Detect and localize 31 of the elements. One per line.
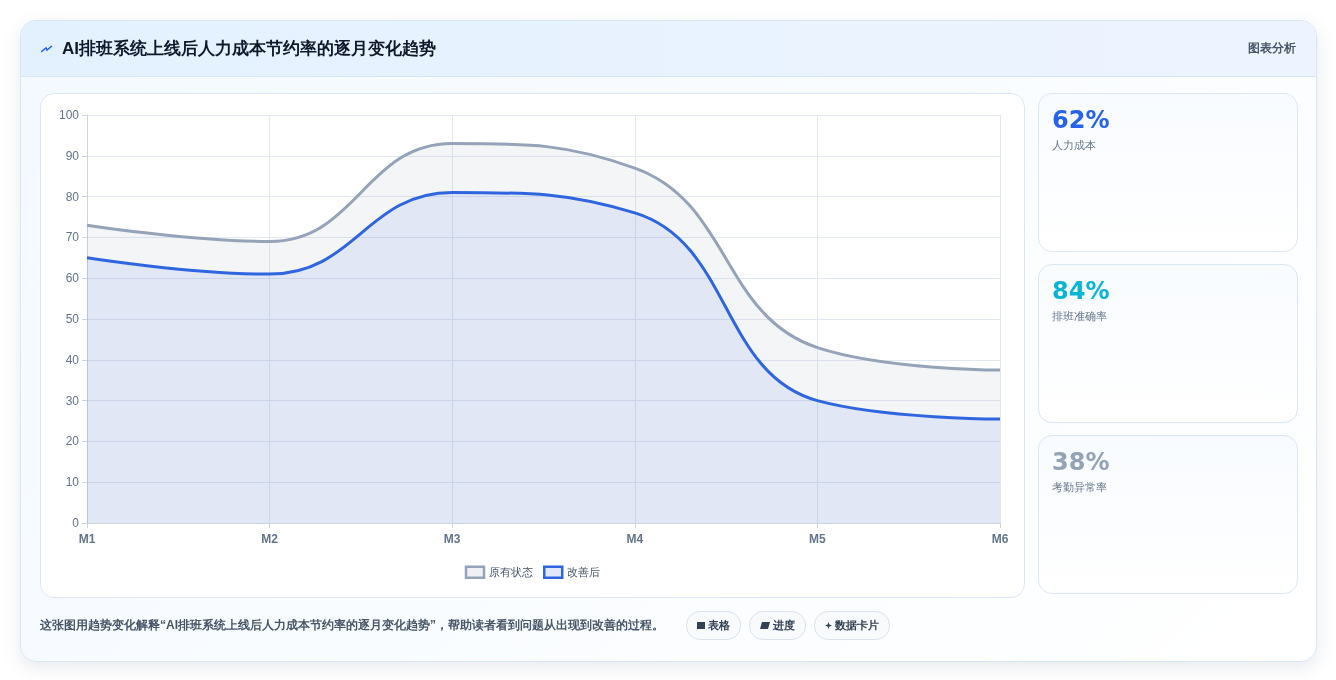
text: 数据卡片 — [814, 611, 890, 640]
text: 38% — [1052, 448, 1111, 476]
x-tick-label: M1 — [78, 532, 96, 546]
x-tick-label: M6 — [991, 532, 1009, 546]
y-tick-label: 40 — [65, 352, 80, 367]
text: 进度 — [749, 611, 806, 640]
chart-title: AI排班系统上线后人力成本节约率的逐月变化趋势 — [62, 38, 436, 60]
text: 图表分析 — [1248, 40, 1296, 57]
x-tick-label: M2 — [261, 532, 279, 546]
text: 84% — [1052, 277, 1111, 305]
text: 62% — [1052, 106, 1111, 134]
y-tick-label: 80 — [65, 189, 80, 204]
y-tick-label: 60 — [65, 271, 80, 286]
y-tick-label: 10 — [65, 475, 80, 490]
y-tick-label: 20 — [65, 434, 80, 449]
x-tick-label: M5 — [809, 532, 827, 546]
y-tick-label: 70 — [65, 230, 80, 245]
y-tick-label: 30 — [65, 393, 80, 408]
text: 人力成本 — [1052, 138, 1097, 153]
text: 这张图用趋势变化解释“AI排班系统上线后人力成本节约率的逐月变化趋势”，帮助读者看到问题从出现到改善的过程。 — [40, 617, 664, 634]
y-tick-label: 90 — [65, 148, 80, 163]
x-tick-label: M4 — [626, 532, 644, 546]
text: 表格 — [686, 611, 741, 640]
text: 排班准确率 — [1052, 309, 1108, 324]
y-tick-label: 50 — [65, 312, 80, 326]
legend-label: 改善后 — [567, 566, 601, 579]
y-tick-label: 100 — [58, 108, 80, 122]
y-tick-label: 0 — [72, 516, 80, 530]
x-tick-label: M3 — [443, 532, 461, 546]
legend-label: 原有状态 — [489, 566, 533, 579]
text: 考勤异常率 — [1052, 480, 1108, 495]
